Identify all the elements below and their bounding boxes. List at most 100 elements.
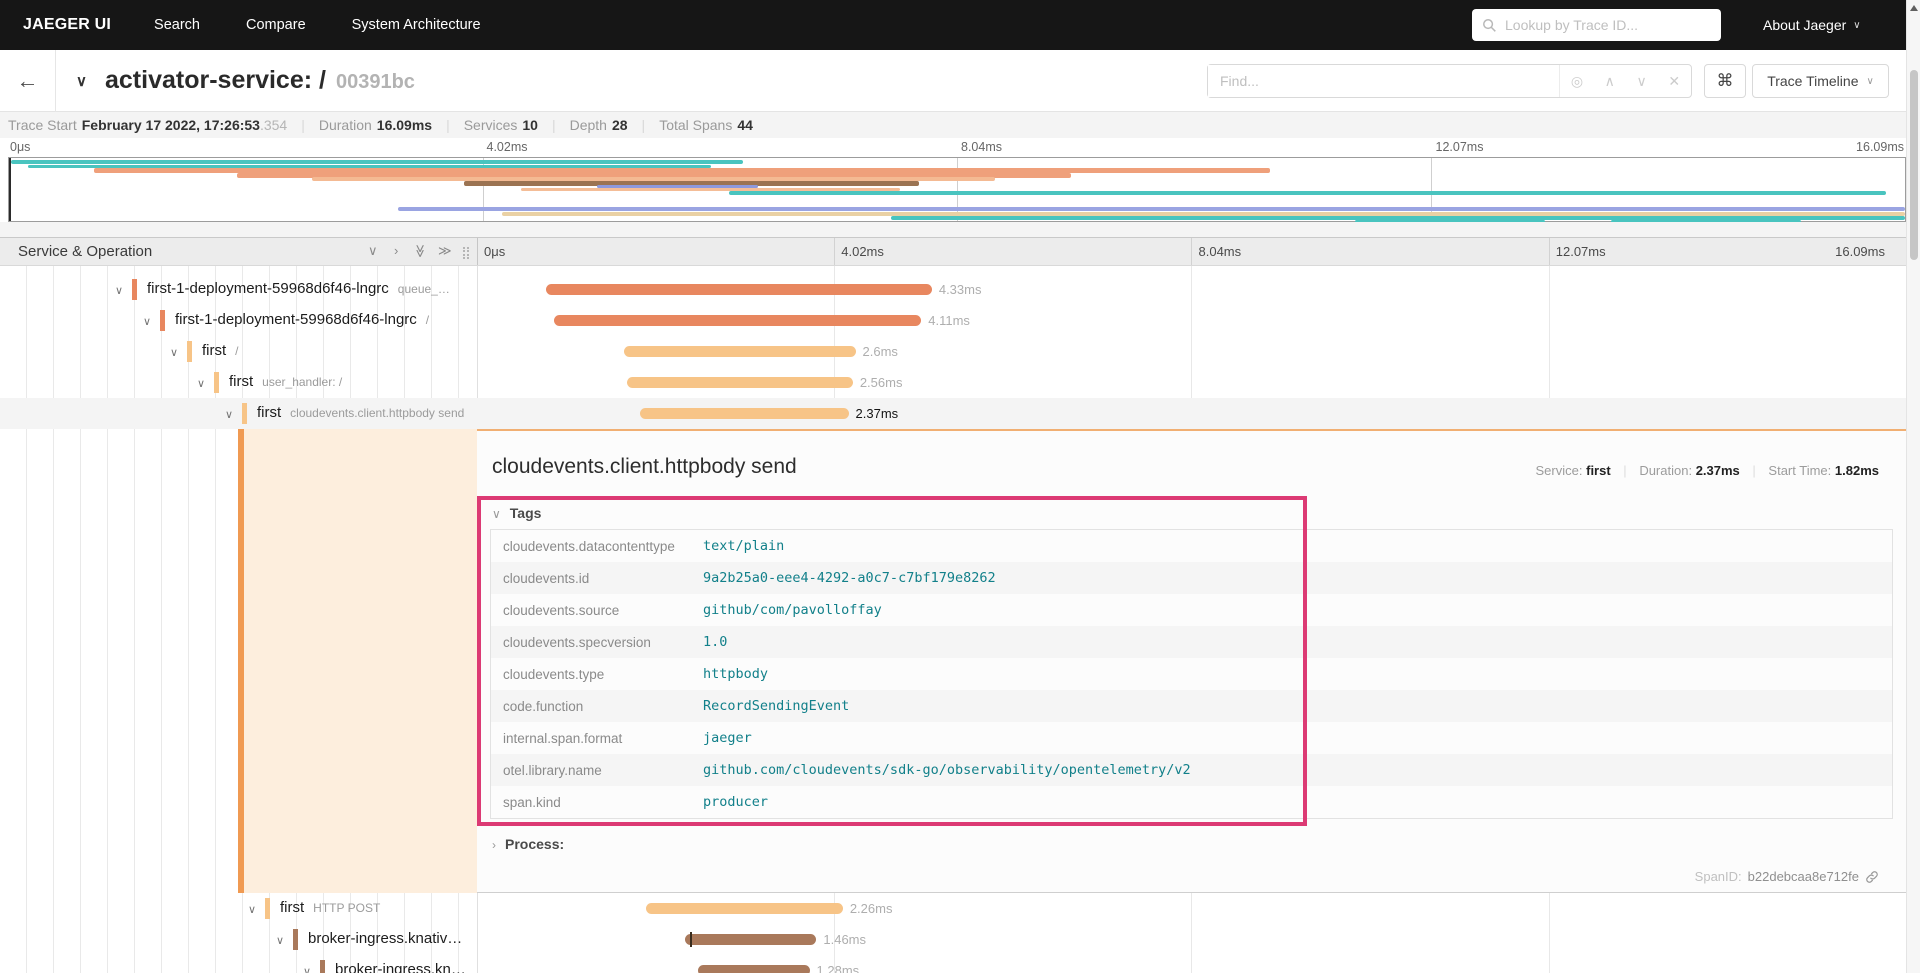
span-row[interactable]: ∨ first cloudevents.client.httpbody send 2.… — [0, 398, 1906, 429]
tag-row[interactable]: cloudevents.specversion 1.0 — [491, 626, 1892, 658]
chevron-down-icon[interactable]: ∨ — [1636, 72, 1647, 89]
span-row[interactable]: ∨ first HTTP POST 2.26ms — [0, 893, 1906, 924]
span-row[interactable]: ∨ first-1-deployment-59968d6f46-lngrc queu… — [0, 274, 1906, 305]
summary-separator: | — [641, 117, 646, 133]
service-operation-header: Service & Operation — [18, 243, 153, 260]
tag-row[interactable]: cloudevents.source github/com/pavolloffay — [491, 594, 1892, 626]
tag-row[interactable]: code.function RecordSendingEvent — [491, 690, 1892, 722]
minimap-scrubber[interactable] — [9, 158, 11, 221]
timeline-header: Service & Operation ∨ › ≫ ≫ 0μs 4.02ms 8.0… — [0, 237, 1906, 266]
summary-label: Duration — [318, 117, 372, 133]
about-jaeger-menu[interactable]: About Jaeger ∨ — [1763, 0, 1861, 50]
app-brand[interactable]: JAEGER UI — [23, 16, 112, 33]
span-bar[interactable] — [624, 346, 856, 357]
tag-row[interactable]: cloudevents.datacontenttype text/plain — [491, 530, 1892, 562]
tag-key: code.function — [503, 698, 584, 714]
summary-label: Services — [463, 117, 518, 133]
trace-lookup-input[interactable] — [1505, 17, 1711, 33]
tag-key: internal.span.format — [503, 730, 623, 746]
tag-value: github.com/cloudevents/sdk-go/observabil… — [703, 762, 1191, 778]
keyboard-shortcuts-button[interactable]: ⌘ — [1704, 64, 1746, 98]
minimap-span-bar — [890, 216, 1905, 220]
tag-row[interactable]: cloudevents.type httpbody — [491, 658, 1892, 690]
row-collapse-chevron-icon[interactable]: ∨ — [115, 285, 124, 297]
nav-item-compare[interactable]: Compare — [246, 17, 306, 33]
row-collapse-chevron-icon[interactable]: ∨ — [143, 316, 152, 328]
chevron-down-icon: ∨ — [1866, 75, 1874, 87]
nav-item-system-architecture[interactable]: System Architecture — [351, 17, 481, 33]
row-collapse-chevron-icon[interactable]: ∨ — [197, 378, 206, 390]
minimap-gridline — [957, 158, 958, 221]
span-bar[interactable] — [639, 408, 849, 419]
expand-all-icon[interactable]: ≫ — [438, 243, 452, 258]
span-bar[interactable] — [554, 315, 922, 326]
tag-row[interactable]: cloudevents.id 9a2b25a0-eee4-4292-a0c7-c7… — [491, 562, 1892, 594]
back-button[interactable]: ← — [0, 50, 56, 112]
row-collapse-chevron-icon[interactable]: ∨ — [303, 966, 312, 973]
chevron-up-icon[interactable]: ∧ — [1604, 72, 1615, 89]
span-row[interactable]: ∨ first-1-deployment-59968d6f46-lngrc/4.1… — [0, 305, 1906, 336]
trace-view-select[interactable]: Trace Timeline ∨ — [1752, 64, 1889, 98]
span-row[interactable]: ∨ first/2.6ms — [0, 336, 1906, 367]
service-name: first / — [202, 342, 239, 359]
panel-divider — [477, 238, 478, 265]
scrollbar-thumb[interactable] — [1909, 70, 1918, 260]
minimap-gridline — [483, 158, 484, 221]
span-bar[interactable] — [684, 934, 817, 945]
vertical-scrollbar[interactable] — [1906, 0, 1920, 973]
tag-key: cloudevents.id — [503, 570, 590, 586]
summary-label: Depth — [569, 117, 607, 133]
row-collapse-chevron-icon[interactable]: ∨ — [170, 347, 179, 359]
minimap-span-bar — [397, 207, 1905, 211]
span-bar[interactable] — [645, 903, 843, 914]
row-collapse-chevron-icon[interactable]: ∨ — [276, 935, 285, 947]
locate-icon[interactable]: ◎ — [1570, 72, 1584, 89]
row-collapse-chevron-icon[interactable]: ∨ — [225, 409, 234, 421]
span-duration-label: 2.26ms — [849, 901, 893, 916]
trace-lookup-box[interactable] — [1472, 9, 1721, 41]
service-color-chip — [265, 898, 270, 919]
tag-row[interactable]: otel.library.name github.com/cloudevents/… — [491, 754, 1892, 786]
link-icon[interactable] — [1865, 870, 1879, 884]
top-nav: JAEGER UI Search Compare System Architectu… — [0, 0, 1906, 50]
span-bar[interactable] — [546, 284, 932, 295]
find-controls: ◎ ∧ ∨ ✕ — [1560, 73, 1691, 90]
service-color-chip — [293, 929, 298, 950]
tags-section-toggle[interactable]: ∨ Tags — [492, 505, 541, 521]
service-value: first — [1586, 463, 1611, 478]
tag-row[interactable]: internal.span.format jaeger — [491, 722, 1892, 754]
spacer-band — [0, 222, 1906, 237]
span-bar[interactable] — [627, 377, 853, 388]
collapse-all-icon[interactable]: ≫ — [412, 244, 428, 258]
span-duration-label: 4.11ms — [928, 313, 970, 328]
start-time-label: Start Time: — [1768, 463, 1832, 478]
process-section-toggle[interactable]: › Process: — [492, 836, 564, 852]
expand-one-icon[interactable]: › — [394, 243, 399, 258]
tags-table: cloudevents.datacontenttype text/plain clo… — [490, 529, 1893, 819]
span-row[interactable]: ∨ broker-ingress.kn… 1.28ms — [0, 955, 1906, 973]
collapse-one-icon[interactable]: ∨ — [368, 243, 378, 258]
tags-section-label: Tags — [509, 505, 542, 521]
trace-title-chevron-icon[interactable]: ∨ — [76, 73, 87, 90]
column-resizer-handle[interactable] — [463, 247, 469, 259]
duration-value: 2.37ms — [1695, 463, 1740, 478]
row-collapse-chevron-icon[interactable]: ∨ — [248, 904, 257, 916]
trace-minimap[interactable] — [8, 157, 1906, 223]
nav-item-search[interactable]: Search — [154, 17, 200, 33]
tag-value: jaeger — [703, 730, 752, 746]
chevron-down-icon: ∨ — [492, 507, 501, 521]
tag-value: producer — [703, 794, 769, 810]
span-detail-meta: Service: first | Duration: 2.37ms | Star… — [1535, 463, 1879, 478]
find-input[interactable] — [1208, 65, 1560, 97]
clear-icon[interactable]: ✕ — [1668, 72, 1681, 89]
tag-key: otel.library.name — [503, 762, 602, 778]
scrollbar-up-arrow[interactable] — [1910, 5, 1918, 11]
span-row[interactable]: ∨ broker-ingress.knativ… 1.46ms — [0, 924, 1906, 955]
trace-title-text: activator-service: / — [105, 66, 326, 94]
timeline-tick-label: 12.07ms — [1555, 244, 1606, 259]
indent-guides — [0, 893, 477, 973]
span-bar[interactable] — [698, 965, 810, 973]
span-row[interactable]: ∨ first user_handler: / 2.56ms — [0, 367, 1906, 398]
tag-row[interactable]: span.kind producer — [491, 786, 1892, 818]
